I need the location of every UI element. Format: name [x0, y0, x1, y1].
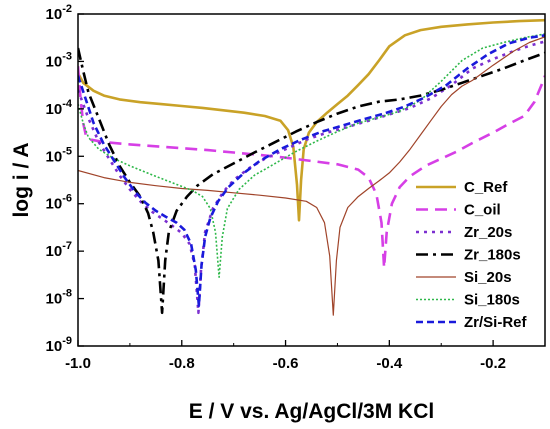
x-tick-label: -0.4 [376, 355, 403, 372]
series-line-0 [78, 18, 545, 222]
x-axis: -1.0 -0.8 -0.6 -0.4 -0.2 [65, 340, 506, 372]
x-tick-label: -1.0 [65, 355, 91, 372]
y-tick-label: 10-4 [46, 98, 73, 118]
y-tick-label: 10-9 [46, 335, 72, 355]
series-line-5 [78, 33, 545, 278]
y-tick-label: 10-8 [46, 288, 72, 308]
legend-label: Si_180s [464, 292, 520, 309]
legend-label: Zr/Si-Ref [464, 314, 528, 331]
plot-frame [77, 13, 546, 347]
y-axis-title: log i / A [10, 142, 33, 217]
series-line-6 [78, 34, 545, 307]
y-tick-label: 10-7 [46, 240, 72, 260]
legend-label: C_oil [464, 202, 501, 219]
series-line-4 [78, 36, 545, 316]
x-tick-label: -0.8 [169, 355, 195, 372]
y-tick-label: 10-3 [46, 50, 72, 70]
y-axis: 10-9 10-8 10-7 10-6 10-5 10-4 10-3 10-2 [46, 3, 84, 355]
legend: C_Ref C_oil Zr_20s Zr_180s Si_20s Si_180s Zr/S… [416, 179, 528, 331]
plot-area [78, 18, 545, 316]
y-tick-label: 10-2 [46, 3, 72, 23]
x-axis-title: E / V vs. Ag/AgCl/3M KCl [189, 400, 434, 423]
y-tick-label: 10-5 [46, 145, 72, 165]
series-line-3 [78, 47, 545, 315]
legend-label: Zr_20s [464, 224, 512, 241]
legend-label: C_Ref [464, 179, 508, 196]
x-tick-label: -0.2 [480, 355, 506, 372]
y-tick-label: 10-6 [46, 193, 72, 213]
legend-label: Zr_180s [464, 247, 521, 264]
legend-label: Si_20s [464, 269, 512, 286]
x-tick-label: -0.6 [273, 355, 299, 372]
